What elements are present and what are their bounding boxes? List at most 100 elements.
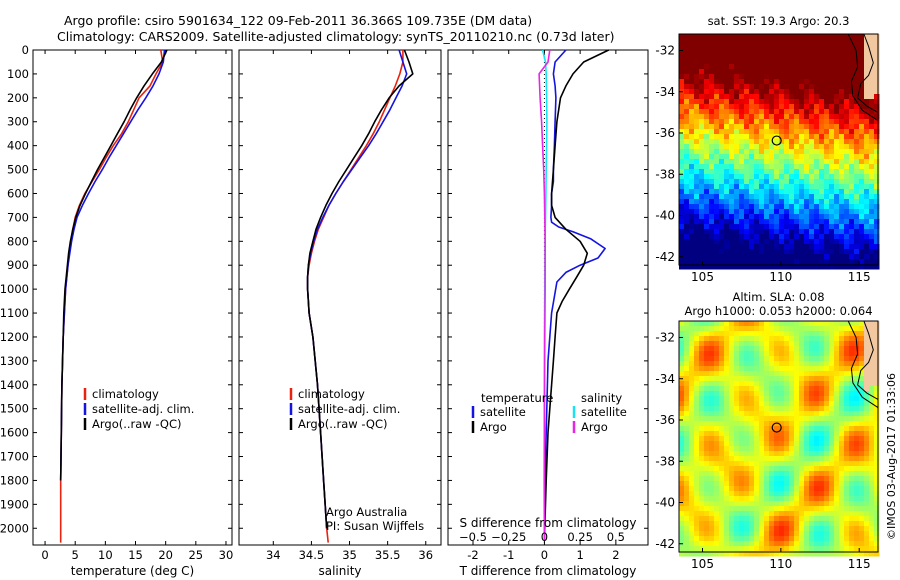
ytick-label: 1400 xyxy=(0,378,29,392)
map-xtick-label: 110 xyxy=(769,270,792,284)
ytick-label: 1300 xyxy=(0,354,29,368)
xaxis-label: T difference from climatology xyxy=(459,564,637,578)
ytick-label: 1900 xyxy=(0,497,29,511)
ytick-label: 500 xyxy=(7,163,29,177)
ytick-label: 800 xyxy=(7,234,29,248)
xtick-label: 5 xyxy=(72,548,79,562)
argo-position-marker xyxy=(771,422,782,433)
ytick-label: 0 xyxy=(22,43,29,57)
ytick-label: 100 xyxy=(7,67,29,81)
ytick-label: 300 xyxy=(7,115,29,129)
map-xtick-label: 115 xyxy=(848,270,871,284)
panel-0-frame xyxy=(32,49,233,546)
xtick-label: -2 xyxy=(467,548,478,562)
ytick-label: 1500 xyxy=(0,402,29,416)
legend-label: Argo(..raw -QC) xyxy=(298,417,388,431)
map-ytick-label: -42 xyxy=(655,250,675,264)
map-ytick-label: -32 xyxy=(655,331,675,345)
map-ytick-label: -40 xyxy=(655,209,675,223)
map-ytick-label: -40 xyxy=(655,496,675,510)
map-3-field xyxy=(679,34,880,270)
legend-title: temperature xyxy=(481,391,553,405)
series-line-1-2 xyxy=(306,49,414,529)
s-xtick-label: 0 xyxy=(541,530,548,544)
map-ytick-label: -32 xyxy=(655,44,675,58)
xtick-label: 35.5 xyxy=(375,548,401,562)
header-line2: Climatology: CARS2009. Satellite-adjuste… xyxy=(57,29,615,44)
xtick-label: 10 xyxy=(98,548,113,562)
xtick-label: 34.5 xyxy=(299,548,325,562)
ytick-label: 1200 xyxy=(0,330,29,344)
isobath xyxy=(847,33,879,122)
series-line-0-2 xyxy=(59,49,168,481)
legend-title: salinity xyxy=(581,391,622,405)
ytick-label: 900 xyxy=(7,258,29,272)
panel-1-frame xyxy=(238,49,442,546)
ytick-label: 1000 xyxy=(0,282,29,296)
coastline xyxy=(857,320,879,400)
map-4-frame xyxy=(678,320,879,553)
s-axis-label: S difference from climatology xyxy=(460,516,637,530)
xtick-label: 25 xyxy=(188,548,203,562)
series-line-2-0 xyxy=(543,49,606,541)
legend-label: satellite-adj. clim. xyxy=(92,402,194,416)
legend-label: satellite-adj. clim. xyxy=(298,402,400,416)
isobath xyxy=(847,320,879,409)
xtick-label: 20 xyxy=(158,548,173,562)
annotation-text: PI: Susan Wijffels xyxy=(326,519,424,533)
map-ytick-label: -36 xyxy=(655,126,675,140)
xaxis-label: temperature (deg C) xyxy=(71,564,194,578)
xtick-label: 2 xyxy=(612,548,619,562)
ytick-label: 600 xyxy=(7,186,29,200)
s-xtick-label: 0.25 xyxy=(567,530,593,544)
ytick-label: 1600 xyxy=(0,426,29,440)
xtick-label: 0 xyxy=(41,548,48,562)
map-xtick-label: 110 xyxy=(769,557,792,571)
map-xtick-label: 105 xyxy=(691,270,714,284)
map-ytick-label: -36 xyxy=(655,413,675,427)
argo-position-marker xyxy=(771,135,782,146)
ytick-label: 200 xyxy=(7,91,29,105)
series-line-2-1 xyxy=(543,49,610,541)
s-xtick-label: −0.25 xyxy=(491,530,526,544)
s-xtick-label: 0.5 xyxy=(607,530,625,544)
xtick-label: 1 xyxy=(576,548,583,562)
ytick-label: 1100 xyxy=(0,306,29,320)
map-ytick-label: -42 xyxy=(655,537,675,551)
imos-side-text: ©IMOS 03-Aug-2017 01:33:06 xyxy=(885,373,898,540)
xtick-label: 15 xyxy=(128,548,143,562)
map-ytick-label: -34 xyxy=(655,85,675,99)
legend-label: satellite xyxy=(581,405,627,419)
xtick-label: 0 xyxy=(541,548,548,562)
s-xtick-label: −0.5 xyxy=(459,530,487,544)
xtick-label: 35 xyxy=(342,548,357,562)
panel-2-frame xyxy=(447,49,649,546)
map-xtick-label: 115 xyxy=(848,557,871,571)
map-ytick-label: -34 xyxy=(655,372,675,386)
xaxis-label: salinity xyxy=(318,564,361,578)
legend-label: Argo xyxy=(480,420,507,434)
map-subtitle: Argo h1000: 0.053 h2000: 0.064 xyxy=(684,304,872,318)
annotation-text: Argo Australia xyxy=(326,505,407,519)
ytick-label: 400 xyxy=(7,139,29,153)
map-ytick-label: -38 xyxy=(655,167,675,181)
legend-label: climatology xyxy=(92,387,159,401)
legend-label: climatology xyxy=(298,387,365,401)
xtick-label: 30 xyxy=(219,548,234,562)
xtick-label: 36 xyxy=(418,548,433,562)
map-xtick-label: 105 xyxy=(691,557,714,571)
coastline xyxy=(857,33,879,113)
map-3-frame xyxy=(678,33,879,266)
imos-timestamp: ©IMOS 03-Aug-2017 01:33:06 xyxy=(885,373,898,540)
legend-label: Argo(..raw -QC) xyxy=(92,417,182,431)
ytick-label: 700 xyxy=(7,210,29,224)
header-line1: Argo profile: csiro 5901634_122 09-Feb-2… xyxy=(64,13,533,28)
xtick-label: -1 xyxy=(503,548,514,562)
map-title: sat. SST: 19.3 Argo: 20.3 xyxy=(708,14,850,28)
legend-label: Argo xyxy=(581,420,608,434)
legend-label: satellite xyxy=(480,405,526,419)
xtick-label: 34 xyxy=(266,548,281,562)
map-title: Altim. SLA: 0.08 xyxy=(732,290,824,304)
ytick-label: 2000 xyxy=(0,521,29,535)
